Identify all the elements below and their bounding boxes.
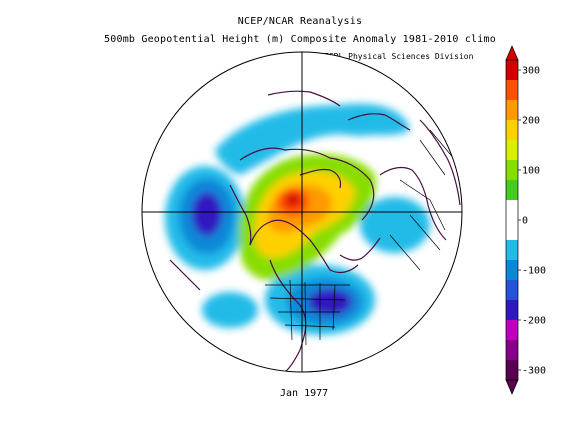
colorbar-tick-label: 0 — [522, 216, 528, 227]
credit-label: NOAA/ESRL Physical Sciences Division — [300, 52, 474, 61]
colorbar-swatch — [506, 240, 518, 261]
colorbar-swatch — [506, 340, 518, 361]
colorbar-swatch — [506, 80, 518, 101]
colorbar-bottom-arrow — [505, 379, 519, 395]
period-label: Jan 1977 — [280, 388, 329, 399]
colorbar-swatch — [506, 320, 518, 341]
colorbar-swatch — [506, 260, 518, 281]
colorbar-swatch — [506, 140, 518, 161]
colorbar-swatch — [506, 300, 518, 321]
colorbar-tick-label: 300 — [522, 66, 540, 77]
colorbar-tick-label: -100 — [522, 266, 546, 277]
colorbar-swatch — [506, 360, 518, 381]
colorbar-swatch — [506, 220, 518, 241]
colorbar-tick-label: 100 — [522, 166, 540, 177]
map-title: NCEP/NCAR Reanalysis — [237, 16, 363, 27]
colorbar-swatch — [506, 120, 518, 141]
colorbar-swatch — [506, 160, 518, 181]
colorbar-swatch — [506, 60, 518, 81]
colorbar-tick-label: -300 — [522, 366, 546, 377]
colorbar-swatch — [506, 100, 518, 121]
colorbar: 300 200 100 0 -100 -200 -300 — [505, 45, 546, 395]
colorbar-top-arrow — [505, 45, 519, 61]
colorbar-tick-label: -200 — [522, 316, 546, 327]
colorbar-swatch — [506, 180, 518, 201]
colorbar-tick-label: 200 — [522, 116, 540, 127]
borders — [265, 129, 456, 346]
colorbar-swatch — [506, 280, 518, 301]
map-subtitle: 500mb Geopotential Height (m) Composite … — [104, 34, 496, 45]
colorbar-swatch — [506, 200, 518, 221]
